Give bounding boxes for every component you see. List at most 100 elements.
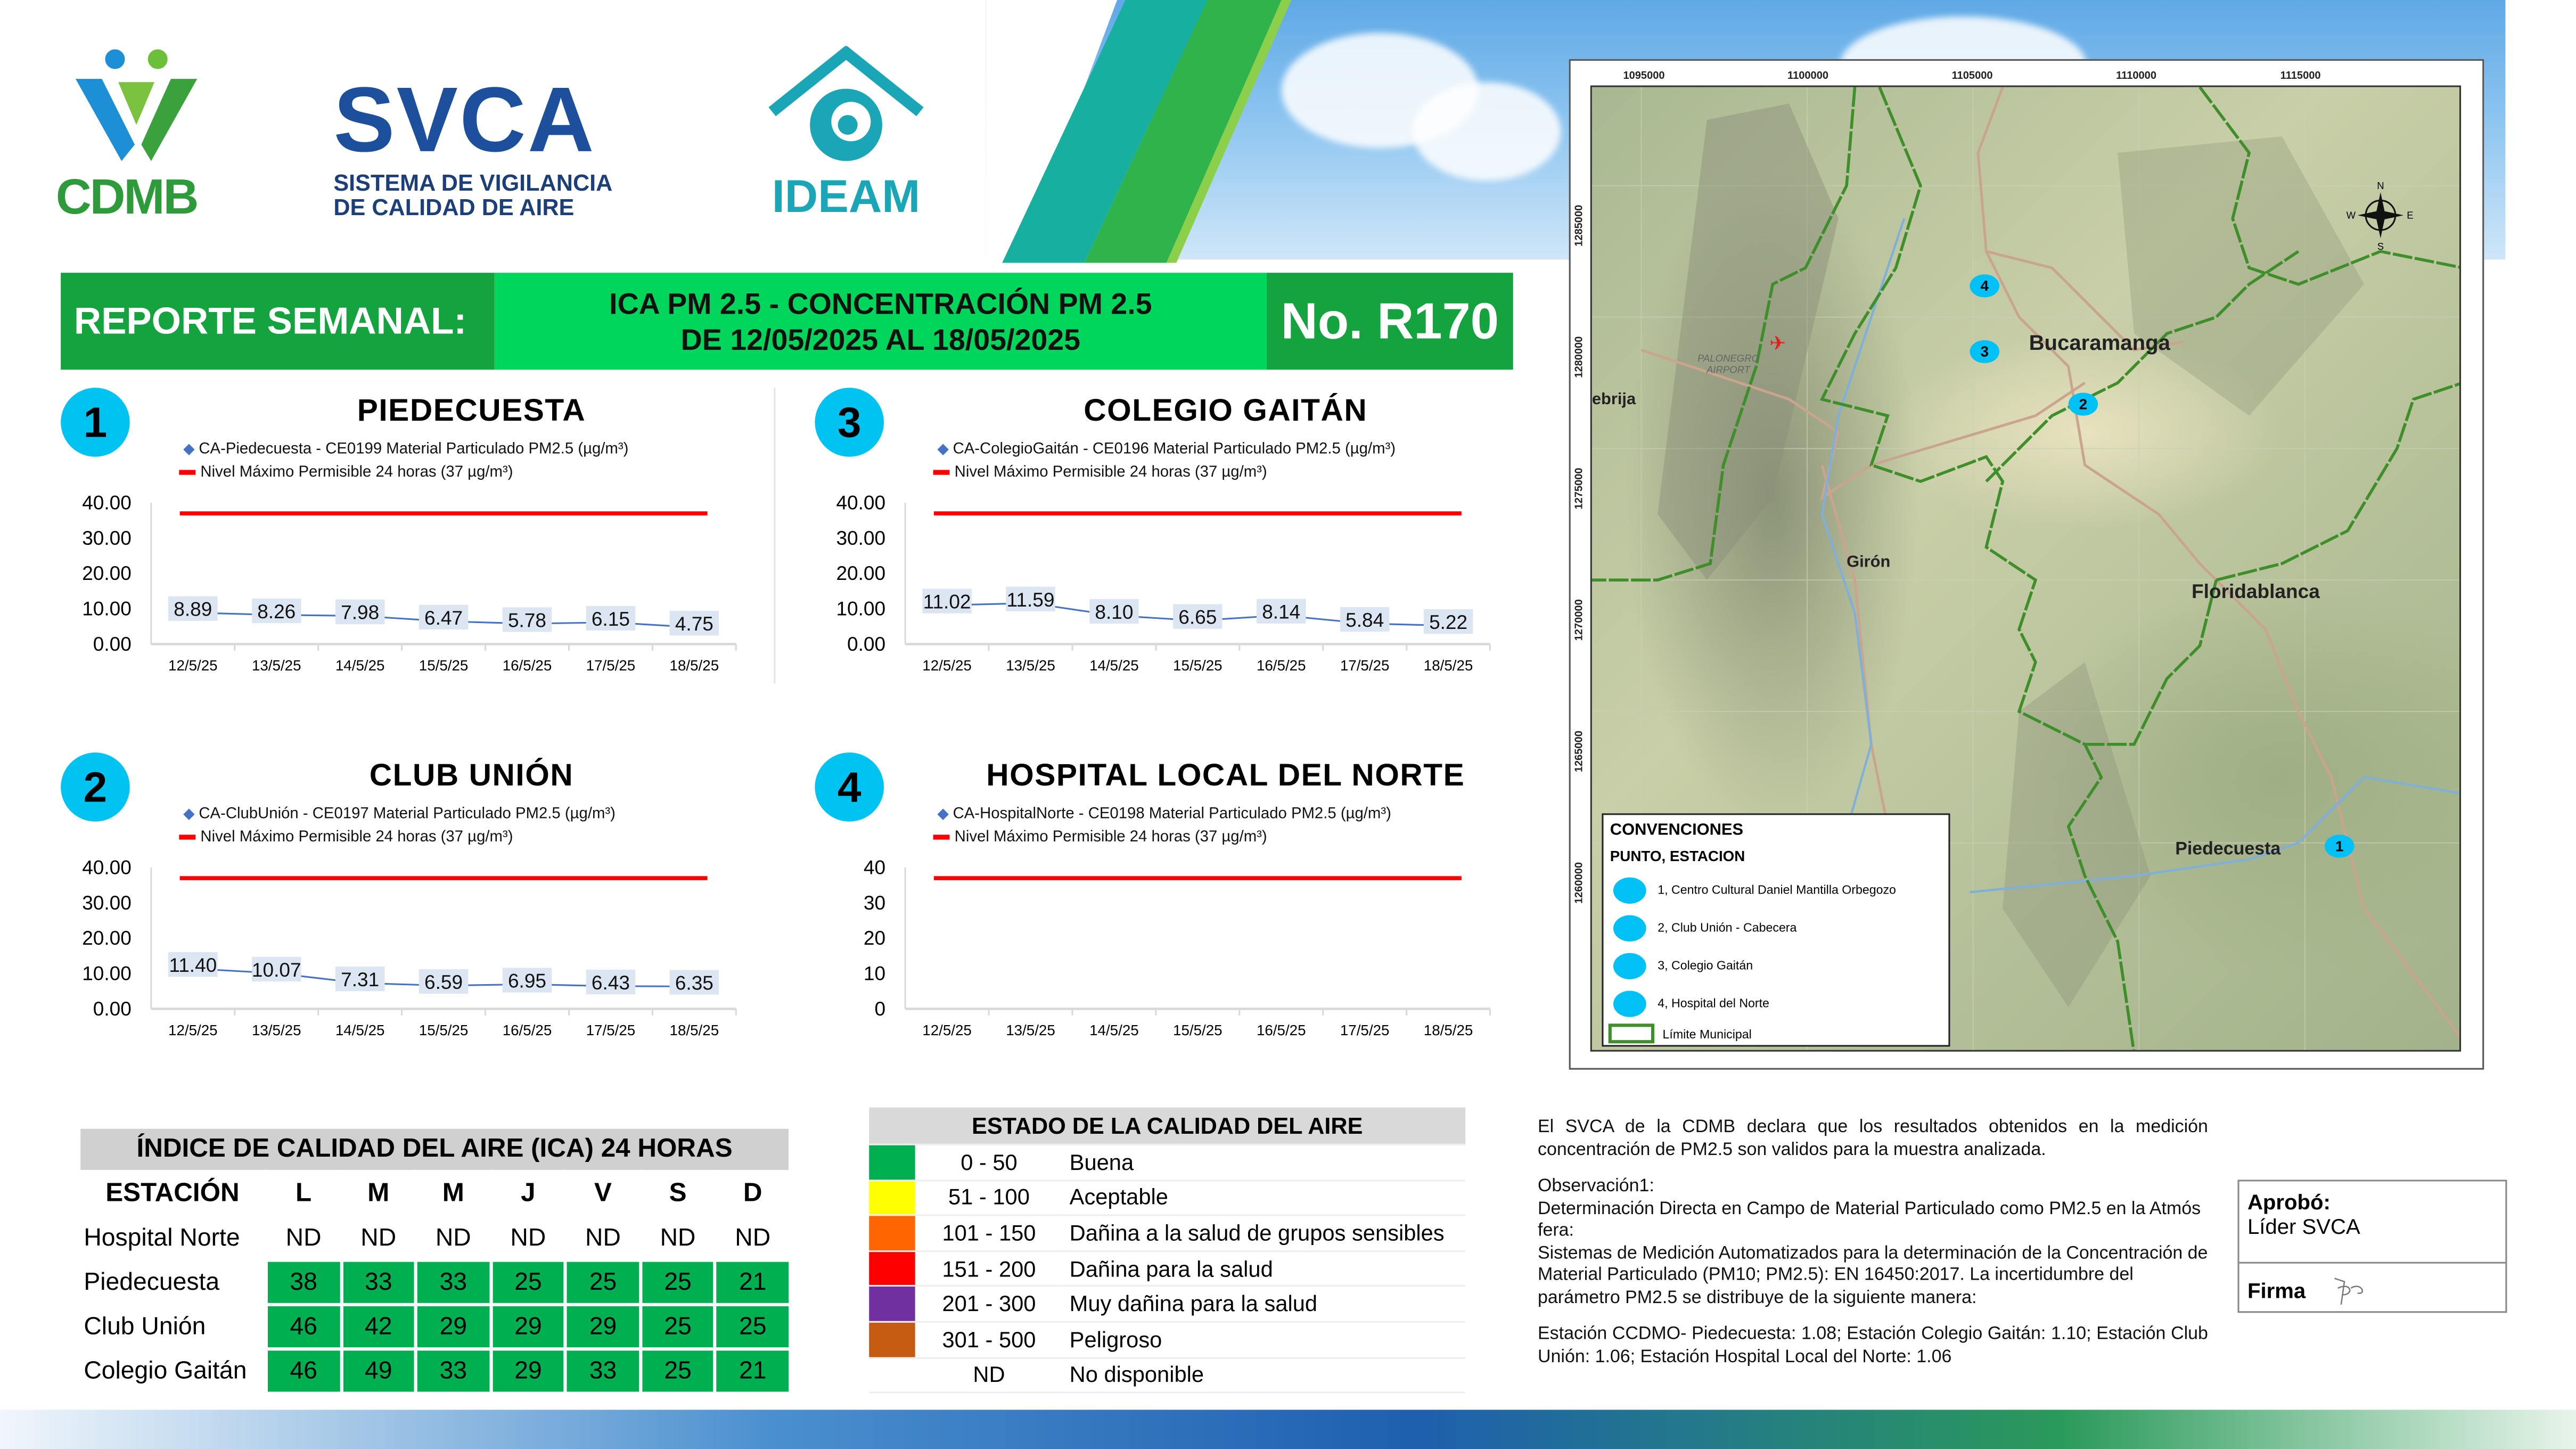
data-label-box	[168, 596, 218, 621]
status-row: 101 - 150 Dañina a la salud de grupos se…	[869, 1215, 1466, 1252]
y-tick-label: 40.00	[82, 856, 132, 878]
data-label-box	[1423, 609, 1473, 634]
y-tick-label: 40.00	[836, 492, 885, 514]
chart-divider	[774, 388, 776, 684]
ica-header-cell: ESTACIÓN	[77, 1169, 268, 1218]
ica-table-header-row: ESTACIÓN L M M J V S D	[77, 1169, 792, 1218]
data-label-box	[922, 588, 972, 613]
y-tick-label: 10.00	[82, 597, 132, 620]
x-tick-label: 17/5/25	[586, 657, 636, 674]
data-label-box	[1256, 599, 1306, 624]
ica-value-cell: 33	[414, 1347, 493, 1395]
chart-piedecuesta: 1 PIEDECUESTA ◆ CA-Piedecuesta - CE0199 Mat…	[61, 388, 784, 683]
legend-label: Nivel Máximo Permisible 24 horas (37 µg/…	[200, 463, 513, 482]
legend-series-limit: Nivel Máximo Permisible 24 horas (37 µg/…	[179, 826, 616, 849]
ica-value-cell: ND	[638, 1214, 717, 1262]
svca-subtitle-1: SISTEMA DE VIGILANCIA	[333, 169, 613, 196]
map-legend-label: 2, Club Unión - Cabecera	[1658, 920, 1797, 935]
y-tick-label: 40	[864, 856, 885, 878]
map-station-3[interactable]: 3	[1970, 340, 2000, 363]
ica-value-cell: 25	[564, 1258, 642, 1306]
map-x-coordinate: 1115000	[2280, 70, 2321, 83]
data-label-box	[1089, 599, 1139, 624]
x-tick-label: 17/5/25	[1340, 1022, 1390, 1038]
ica-value-cell: 38	[264, 1258, 343, 1306]
map-x-coordinate: 1095000	[1623, 70, 1665, 83]
ica-value-cell: ND	[489, 1214, 568, 1262]
data-label-box	[251, 956, 301, 982]
status-range: 301 - 500	[915, 1322, 1063, 1358]
report-title-line1: ICA PM 2.5 - CONCENTRACIÓN PM 2.5	[609, 286, 1152, 320]
chart-title: PIEDECUESTA	[357, 394, 586, 429]
boundary-swatch-icon	[1608, 1024, 1655, 1044]
x-tick-label: 12/5/25	[168, 1022, 218, 1038]
status-row: 0 - 50 Buena	[869, 1144, 1466, 1181]
map-legend: CONVENCIONES PUNTO, ESTACION 1, Centro C…	[1602, 813, 1950, 1047]
red-line-icon	[933, 834, 950, 840]
map-label-giron: Girón	[1847, 553, 1891, 572]
data-label-box	[335, 599, 385, 625]
map-legend-item: 1, Centro Cultural Daniel Mantilla Orbeg…	[1613, 871, 1948, 908]
map-legend-item: 3, Colegio Gaitán	[1613, 946, 1948, 984]
map-legend-item: 4, Hospital del Norte	[1613, 984, 1948, 1022]
data-label: 8.14	[1262, 601, 1300, 623]
chart-legend: ◆ CA-HospitalNorte - CE0198 Material Part…	[933, 802, 1391, 849]
status-label: No disponible	[1063, 1357, 1466, 1394]
station-number-badge: 3	[815, 388, 884, 457]
x-tick-label: 17/5/25	[1340, 657, 1390, 674]
map-y-coordinate: 1260000	[1573, 862, 1586, 904]
y-tick-label: 10	[864, 962, 885, 985]
header-green-stripes	[986, 0, 1292, 263]
status-range: 0 - 50	[915, 1144, 1063, 1181]
status-color-swatch	[869, 1322, 915, 1358]
data-label: 6.43	[592, 971, 630, 994]
status-row: ND No disponible	[869, 1357, 1466, 1394]
y-tick-label: 30.00	[836, 527, 885, 549]
ica-value-cell: 46	[264, 1303, 343, 1351]
status-color-swatch	[869, 1215, 915, 1252]
ideam-logo: IDEAM	[756, 45, 936, 222]
cdmb-text: CDMB	[55, 170, 199, 225]
data-label-box	[1173, 604, 1223, 629]
map-label-bucaramanga: Bucaramanga	[2029, 330, 2170, 355]
ica-header-cell: M	[414, 1169, 493, 1218]
compass-w: W	[2347, 209, 2356, 220]
x-tick-label: 13/5/25	[252, 657, 301, 674]
y-tick-label: 20	[864, 927, 885, 949]
ica-value-cell: 33	[564, 1347, 642, 1395]
diamond-marker-icon: ◆	[183, 805, 195, 822]
y-tick-label: 20.00	[82, 927, 132, 949]
chart-legend: ◆ CA-Piedecuesta - CE0199 Material Partic…	[179, 437, 628, 485]
ica-table: ÍNDICE DE CALIDAD DEL AIRE (ICA) 24 HORA…	[77, 1125, 792, 1395]
status-color-swatch	[869, 1250, 915, 1288]
ica-value-cell: 49	[339, 1347, 418, 1395]
chart-colegio-gaitan: 3 COLEGIO GAITÁN ◆ CA-ColegioGaitán - CE019…	[815, 388, 1538, 683]
x-tick-label: 17/5/25	[586, 1022, 636, 1038]
legend-series-measured: ◆ CA-ColegioGaitán - CE0196 Material Part…	[933, 437, 1396, 462]
red-line-icon	[179, 470, 196, 475]
map-station-2[interactable]: 2	[2068, 392, 2098, 416]
data-label: 11.02	[923, 591, 971, 613]
ica-value-cell: 25	[638, 1303, 717, 1351]
report-title: ICA PM 2.5 - CONCENTRACIÓN PM 2.5 DE 12/…	[494, 273, 1267, 370]
data-label-box	[1340, 607, 1390, 632]
y-tick-label: 20.00	[82, 562, 132, 584]
map-station-1[interactable]: 1	[2324, 834, 2355, 858]
map-station-4[interactable]: 4	[1970, 274, 2000, 298]
chart-legend: ◆ CA-ColegioGaitán - CE0196 Material Part…	[933, 437, 1396, 485]
map-y-coordinate: 1270000	[1573, 599, 1586, 641]
data-label: 5.84	[1346, 609, 1384, 631]
data-label-box	[168, 952, 218, 977]
x-tick-label: 16/5/25	[503, 657, 552, 674]
ica-value-cell: ND	[414, 1214, 493, 1262]
station-marker-icon	[1613, 990, 1646, 1017]
data-label: 7.31	[341, 968, 379, 990]
header-right-margin	[2505, 0, 2576, 260]
red-line-icon	[933, 470, 950, 475]
boundary-label: Límite Municipal	[1662, 1026, 1752, 1041]
station-number-badge: 4	[815, 752, 884, 822]
status-row: 201 - 300 Muy dañina para la salud	[869, 1286, 1466, 1323]
map-legend-label: 3, Colegio Gaitán	[1658, 957, 1753, 973]
data-label-box	[419, 969, 469, 994]
x-tick-label: 12/5/25	[168, 657, 218, 674]
